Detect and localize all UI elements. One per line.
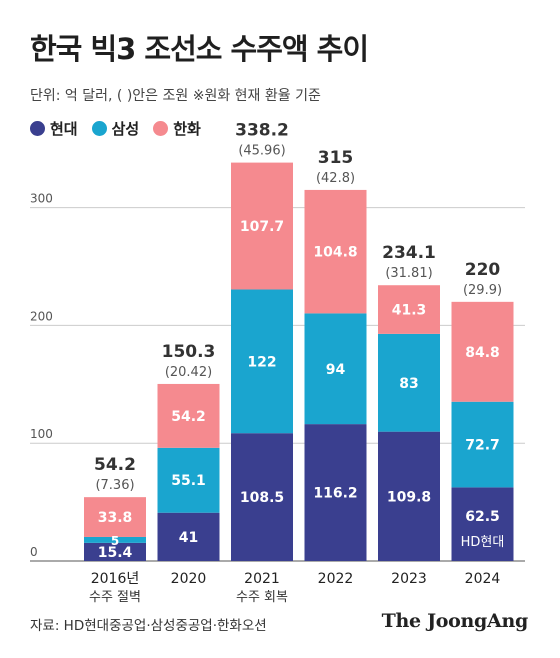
y-tick-label: 100 [30,427,53,441]
legend: 현대 삼성 한화 [30,118,201,139]
segment-value-label: 83 [399,376,418,392]
segment-value-label: 84.8 [465,345,500,361]
segment-value-label: 108.5 [240,490,284,506]
total-value-label: 315 [318,148,354,168]
total-value-label: 338.2 [235,121,289,141]
segment-value-label: 116.2 [313,486,357,502]
total-value-label: 234.1 [382,243,436,263]
bar-segment-hd [231,433,293,561]
y-tick-label: 300 [30,192,53,206]
total-krw-label: (45.96) [238,144,285,159]
segment-value-label: 5 [111,534,119,548]
chart-title: 한국 빅3 조선소 수주액 추이 [30,32,369,66]
x-tick-label: 2016년 [91,571,140,587]
legend-label-hd: 현대 [50,120,78,138]
total-krw-label: (31.81) [385,266,432,281]
x-tick-label: 2023 [391,571,427,587]
category-note: 수주 절벽 [89,590,141,605]
bar-segment-hd [304,424,367,561]
segment-value-label: 15.4 [98,545,133,561]
legend-swatch-hd [30,121,45,136]
category-note: 수주 회복 [236,590,288,605]
total-value-label: 220 [465,260,501,280]
segment-value-label: 41 [179,530,198,546]
bar-segment-hd [378,431,440,561]
bar-annotation: HD현대 [461,535,505,550]
bar-segment-samsung [231,289,293,434]
segment-value-label: 54.2 [171,409,206,425]
bar-segment-hanwha [378,285,440,334]
segment-value-label: 41.3 [392,303,427,319]
segment-value-label: 104.8 [313,245,357,261]
y-tick-label: 0 [30,545,38,559]
x-tick-label: 2022 [318,571,354,587]
segment-value-label: 107.7 [240,219,284,235]
legend-item-hd: 현대 [30,118,78,139]
total-krw-label: (29.9) [463,283,502,298]
total-krw-label: (42.8) [316,171,355,186]
bar-segment-samsung [451,401,514,488]
total-krw-label: (20.42) [165,365,212,380]
segment-value-label: 33.8 [98,510,133,526]
segment-value-label: 62.5 [465,509,500,525]
x-tick-label: 2020 [171,571,207,587]
bar-segment-hanwha [231,162,293,290]
bar-segment-samsung [304,313,367,425]
legend-swatch-hanwha [153,121,169,136]
legend-swatch-samsung [91,121,107,136]
bar-segment-samsung [84,536,146,543]
bar-segment-hanwha [304,189,367,314]
bar-segment-hd [451,487,514,561]
bar-segment-hanwha [84,497,146,537]
bar-segment-hd [84,542,146,561]
y-tick-label: 200 [30,309,53,323]
total-krw-label: (7.36) [95,478,134,493]
chart-subtitle: 단위: 억 달러, ( )안은 조원 ※원화 현재 환율 기준 [30,88,321,104]
bar-segment-hanwha [451,301,514,402]
bar-segment-samsung [378,333,440,432]
segment-value-label: 109.8 [387,489,431,505]
bar-segment-samsung [157,447,220,513]
segment-value-label: 122 [247,354,276,370]
legend-item-samsung: 삼성 [91,118,140,139]
segment-value-label: 55.1 [171,473,206,489]
legend-label-hanwha: 한화 [173,120,201,138]
source-note: 자료: HD현대중공업·삼성중공업·한화오션 [30,618,267,634]
brand-logo: The JoongAng [381,610,529,632]
total-value-label: 54.2 [94,455,136,475]
segment-value-label: 94 [326,362,346,378]
legend-label-samsung: 삼성 [111,120,140,138]
total-value-label: 150.3 [162,342,216,362]
x-tick-label: 2021 [244,571,280,587]
bar-segment-hd [157,512,220,561]
legend-item-hanwha: 한화 [153,118,201,139]
segment-value-label: 72.7 [465,438,500,454]
x-tick-label: 2024 [465,571,501,587]
bar-segment-hanwha [157,383,220,448]
